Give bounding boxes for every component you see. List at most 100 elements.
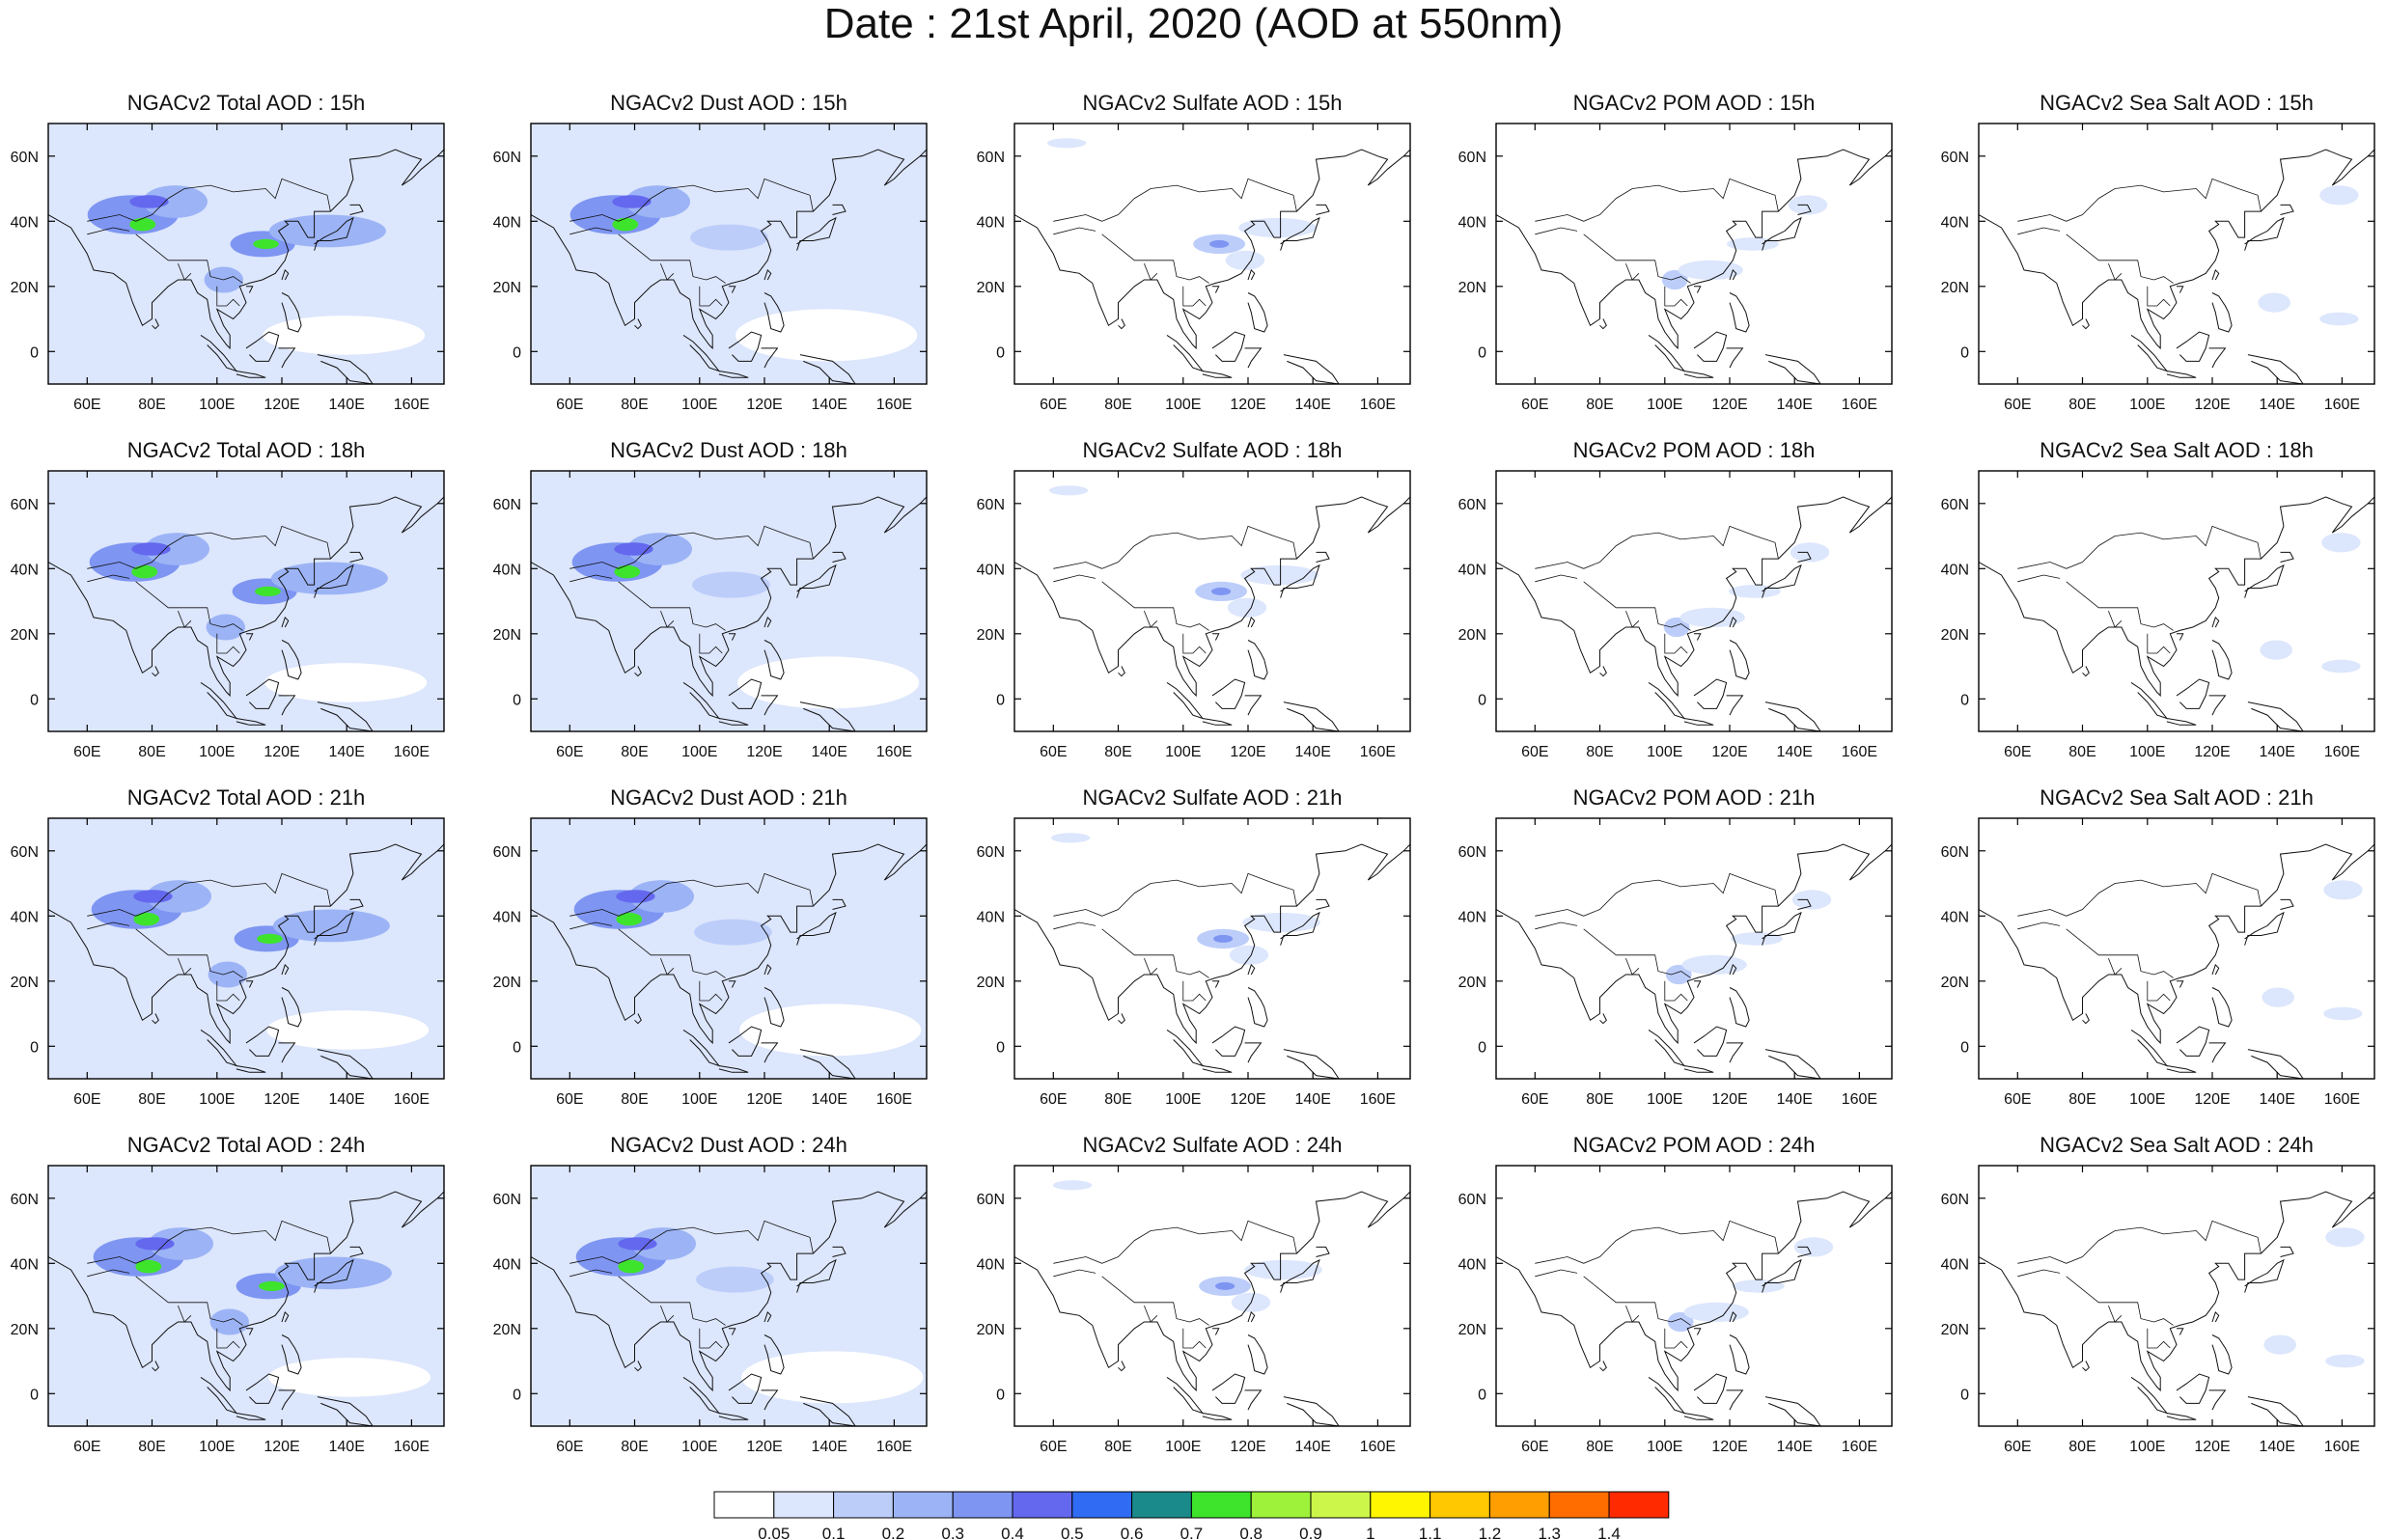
coastline	[246, 1328, 254, 1335]
x-tick-label: 80E	[1586, 397, 1613, 413]
aod-cell	[739, 1004, 922, 1057]
map-frame	[1013, 1165, 1411, 1427]
panel-title: NGACv2 POM AOD : 24h	[1572, 1133, 1816, 1157]
colorbar-label: 0.05	[758, 1525, 790, 1540]
coastline	[1762, 564, 1802, 598]
coastline	[761, 1042, 779, 1063]
coastline	[1118, 666, 1125, 677]
coastline	[278, 1042, 296, 1063]
coastline	[763, 963, 772, 976]
colorbar-label: 1.2	[1479, 1525, 1502, 1540]
aod-field	[1979, 818, 2374, 1079]
border-line	[178, 957, 192, 976]
aod-field	[48, 1166, 444, 1426]
x-tick-label: 120E	[1711, 397, 1747, 413]
colorbar-swatch	[892, 1491, 954, 1519]
coastline	[832, 1246, 847, 1257]
x-tick-label: 100E	[199, 397, 235, 413]
map-panel: 60E 80E 100E 120E 140E 160E 0 20N 40N 60N	[977, 817, 1411, 1108]
coastline	[1979, 1191, 2374, 1392]
aod-cell	[148, 1227, 213, 1260]
coastline	[1599, 1013, 1607, 1025]
coastline	[2247, 354, 2304, 384]
coastline	[1202, 1413, 1233, 1420]
map-frame	[1013, 817, 1411, 1080]
y-tick-label: 0	[1478, 344, 1486, 361]
map-frame	[1495, 123, 1893, 385]
x-tick-label: 140E	[1295, 744, 1331, 760]
border-line	[1144, 1305, 1158, 1323]
y-tick-label: 60N	[493, 1192, 521, 1208]
border-line	[1535, 872, 1779, 917]
y-tick-label: 60N	[1458, 1192, 1486, 1208]
map-background	[1014, 124, 1410, 384]
coastline	[796, 216, 837, 251]
aod-cell	[1678, 260, 1743, 280]
border-line	[1664, 286, 1688, 307]
y-tick-label: 20N	[1941, 1322, 1969, 1338]
y-tick-label: 60N	[977, 1192, 1005, 1208]
border-line	[699, 980, 723, 1002]
coastline	[245, 331, 280, 362]
y-tick-label: 20N	[1458, 975, 1486, 991]
x-tick-label: 60E	[1521, 744, 1548, 760]
x-tick-label: 120E	[1230, 397, 1265, 413]
aod-cell	[142, 185, 208, 218]
aod-cell	[1683, 1302, 1749, 1322]
border-line	[1053, 1269, 1096, 1278]
border-line	[2017, 574, 2061, 583]
coastline	[832, 898, 847, 910]
x-tick-label: 80E	[2068, 1091, 2096, 1108]
x-tick-label: 80E	[621, 397, 648, 413]
coastline	[2082, 666, 2090, 677]
border-line	[660, 1305, 675, 1323]
x-tick-label: 160E	[394, 1091, 430, 1108]
border-line	[1583, 928, 1691, 978]
coastline	[281, 1334, 302, 1375]
coastline	[761, 1389, 779, 1411]
colorbar-swatch	[1488, 1491, 1550, 1519]
border-line	[1535, 1220, 1779, 1264]
coastline	[531, 149, 927, 350]
coastline	[1283, 1396, 1340, 1426]
map-panel: 60E 80E 100E 120E 140E 160E 0 20N 40N 60N	[977, 123, 1411, 413]
x-tick-label: 80E	[138, 1091, 165, 1108]
coastline	[152, 666, 159, 677]
coastline	[1726, 1389, 1744, 1411]
aod-cell	[614, 542, 653, 556]
border-line	[2017, 227, 2061, 235]
coastline	[245, 1026, 280, 1057]
x-tick-label: 120E	[746, 1439, 782, 1455]
border-line	[2017, 1269, 2061, 1278]
map-panel: 60E 80E 100E 120E 140E 160E 0 20N 40N 60N	[11, 123, 445, 413]
border-line	[1625, 610, 1640, 628]
coastline	[1202, 718, 1233, 726]
map-background	[1979, 818, 2374, 1079]
border-line	[2147, 1328, 2171, 1349]
coastline	[281, 640, 302, 680]
x-tick-label: 160E	[1360, 1091, 1396, 1108]
x-tick-label: 80E	[138, 1439, 165, 1455]
aod-cell	[135, 1259, 162, 1274]
colorbar-swatch	[952, 1491, 1013, 1519]
x-tick-label: 100E	[2129, 744, 2165, 760]
y-tick-label: 0	[1478, 1039, 1486, 1056]
x-tick-label: 160E	[2324, 744, 2360, 760]
aod-cell	[1048, 485, 1089, 496]
coastline	[2082, 318, 2090, 330]
x-tick-label: 60E	[556, 1091, 583, 1108]
coastline	[278, 695, 296, 716]
border-line	[569, 872, 814, 917]
y-tick-label: 20N	[11, 280, 39, 296]
x-tick-label: 140E	[329, 1091, 365, 1108]
y-tick-label: 0	[996, 1039, 1005, 1056]
x-tick-label: 100E	[199, 744, 235, 760]
border-line	[216, 980, 240, 1002]
x-tick-label: 160E	[1360, 397, 1396, 413]
coastline	[2176, 678, 2210, 709]
aod-cell	[628, 880, 695, 913]
panel-title: NGACv2 Sea Salt AOD : 24h	[2040, 1133, 2314, 1157]
coastline	[1694, 1328, 1702, 1335]
map-panel: 60E 80E 100E 120E 140E 160E 0 20N 40N 60N	[493, 123, 928, 413]
